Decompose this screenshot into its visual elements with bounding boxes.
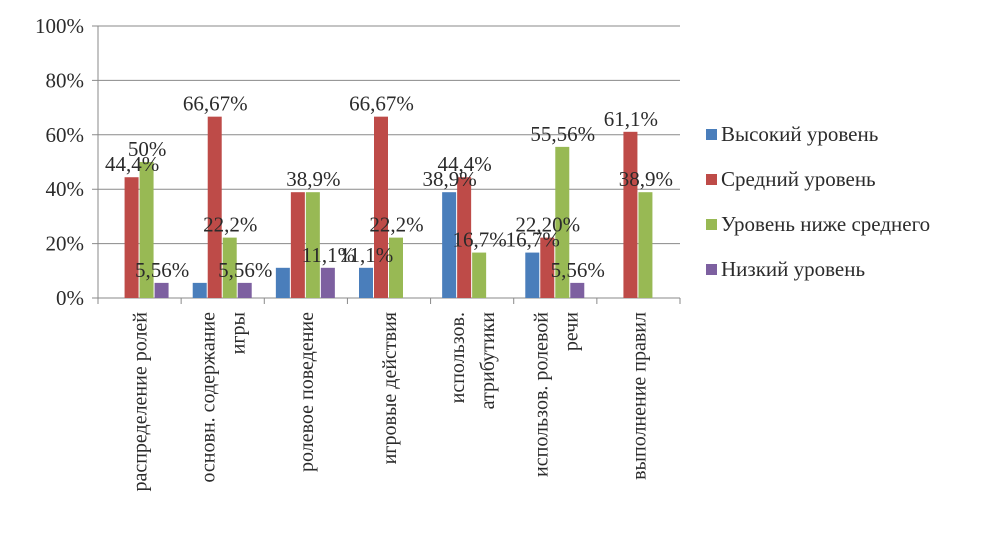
data-label: 22,2% [369,213,423,237]
data-label: 5,56% [218,258,272,282]
data-label: 44,4% [438,152,492,176]
data-label: 5,56% [135,258,189,282]
bar [290,192,305,298]
data-label: 16,7% [453,228,507,252]
bar [124,177,139,298]
x-category-label: игровые действия [379,312,401,464]
data-label: 55,56% [530,122,595,146]
bar [320,267,335,298]
legend-item: Низкий уровень [706,257,930,281]
bar [540,237,555,298]
legend-swatch [706,218,717,230]
data-label: 38,9% [423,167,477,191]
bar [237,282,252,298]
data-label: 66,67% [349,92,414,116]
y-axis-ticks: 0% 20% 40% 60% 80% 100% [35,14,84,310]
bars [124,116,653,299]
data-label: 61,1% [604,107,658,131]
legend-item: Средний уровень [706,167,930,191]
data-label: 22,20% [515,213,580,237]
data-label: 38,9% [619,167,673,191]
data-label: 16,7% [506,228,560,252]
bar [570,282,585,298]
legend-swatch [706,263,717,275]
data-label: 22,2% [203,213,257,237]
data-label: 11,1% [302,243,355,267]
y-tick-label: 80% [46,68,85,92]
bar [442,192,457,298]
x-category-label: игры [228,312,250,354]
x-category-label: использов. ролевой [530,312,552,477]
y-tick-label: 40% [46,177,85,201]
data-label: 44,4% [105,152,159,176]
bar [389,237,403,298]
legend-item: Высокий уровень [706,122,930,146]
data-label: 5,56% [551,258,605,282]
legend-label: Средний уровень [721,166,876,191]
x-axis-categories: распределение ролей основн. содержание игр… [130,312,651,492]
legend-label: Уровень ниже среднего [721,211,931,236]
bar [374,116,388,299]
bar [472,252,487,298]
y-tick-label: 0% [56,286,84,310]
legend-item: Уровень ниже среднего [706,212,930,236]
legend-label: Высокий уровень [721,121,879,146]
y-tick-label: 100% [35,14,84,38]
bar [192,282,207,298]
data-label: 66,67% [183,92,248,116]
x-category-label: атрибутики [477,312,499,410]
bar [139,162,154,298]
y-tick-label: 60% [46,123,85,147]
bar [305,192,320,298]
legend-label: Низкий уровень [721,256,866,281]
x-category-label: ролевое поведение [296,312,318,472]
x-category-label: речи [560,312,582,351]
legend-swatch [706,128,717,140]
x-category-label: использов. [447,312,469,403]
bar [275,267,290,298]
bar [222,237,237,298]
data-labels: 11,1% 38,9% 16,7% 44,4% 66,67% 66,67% 44,4% 22,… [105,92,673,282]
bar [525,252,540,298]
bar [638,192,653,298]
y-tick-label: 20% [46,232,85,256]
legend-swatch [706,173,717,185]
bar [359,267,373,298]
bar [457,177,472,298]
bar [623,131,638,298]
x-category-label: распределение ролей [130,312,152,492]
x-category-label: выполнение правил [628,312,650,480]
bar [207,116,222,299]
legend: Высокий уровень Средний уровень Уровень ни… [706,122,930,302]
data-label: 11,1% [340,243,393,267]
data-label: 50% [128,137,167,161]
data-label: 38,9% [286,167,340,191]
bar [154,282,169,298]
bar [555,146,570,298]
x-category-label: основн. содержание [198,312,220,483]
